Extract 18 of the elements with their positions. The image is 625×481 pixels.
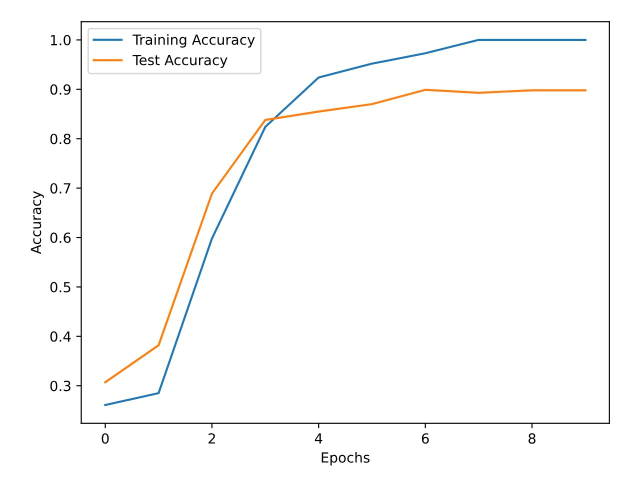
x-tick-label: 2 (208, 433, 215, 444)
y-axis-title: Accuracy (30, 191, 44, 254)
legend-label: Training Accuracy (132, 34, 255, 48)
x-tick-label: 8 (528, 433, 536, 444)
y-tick-label: 0.3 (50, 380, 70, 392)
x-tick-label: 4 (314, 433, 322, 444)
y-tick-label: 0.4 (50, 331, 71, 342)
y-tick-label: 0.7 (50, 183, 70, 194)
y-tick-label: 0.9 (50, 84, 71, 95)
line-series (104, 88, 586, 384)
y-tick-label: 1.0 (50, 34, 71, 46)
y-tick-label: 0.8 (50, 134, 71, 144)
x-tick-label: 6 (422, 433, 429, 444)
y-tick-label: 0.6 (50, 232, 71, 244)
x-tick-label: 0 (102, 433, 109, 444)
legend-label: Test Accuracy (132, 54, 228, 68)
x-axis-title: Epochs (322, 452, 370, 466)
y-tick-label: 0.5 (50, 282, 70, 292)
